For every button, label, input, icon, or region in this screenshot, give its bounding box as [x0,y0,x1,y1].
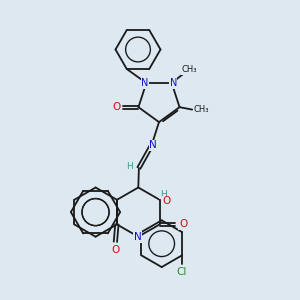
Text: CH₃: CH₃ [182,65,197,74]
Text: O: O [112,102,120,112]
Text: O: O [162,196,170,206]
Text: O: O [179,219,187,230]
Text: H: H [160,190,167,199]
Text: Cl: Cl [177,267,187,277]
Text: N: N [149,140,157,151]
Text: O: O [111,245,119,255]
Text: N: N [141,78,148,88]
Text: CH₃: CH₃ [194,105,209,114]
Text: N: N [134,232,142,242]
Text: H: H [126,162,133,171]
Text: N: N [169,78,177,88]
